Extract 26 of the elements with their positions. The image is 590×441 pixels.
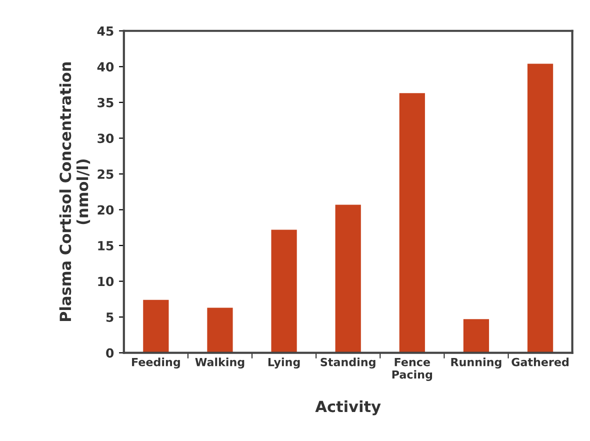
y-tick-label: 10 bbox=[98, 276, 114, 286]
y-tick-label: 30 bbox=[98, 134, 114, 144]
y-tick-label: 45 bbox=[97, 26, 114, 36]
bar bbox=[399, 93, 425, 353]
x-tick-label: Walking bbox=[195, 358, 244, 368]
bar bbox=[143, 300, 169, 353]
x-tick-label: Gathered bbox=[512, 358, 569, 366]
y-tick-label: 40 bbox=[97, 62, 114, 72]
bar bbox=[463, 319, 490, 353]
x-tick-label: Feeding bbox=[132, 358, 180, 368]
bar bbox=[527, 64, 554, 353]
y-tick-label: 0 bbox=[106, 348, 114, 358]
x-tick-label: Lying bbox=[268, 358, 300, 368]
bar bbox=[335, 204, 361, 353]
y-tick-label: 20 bbox=[98, 205, 114, 215]
x-tick-label: Standing bbox=[320, 358, 376, 368]
y-tick-label: 5 bbox=[106, 312, 114, 322]
y-tick-label: 35 bbox=[98, 98, 114, 108]
bar bbox=[207, 308, 233, 353]
x-axis-title: Activity bbox=[315, 400, 381, 416]
y-tick-label: 15 bbox=[98, 241, 114, 250]
y-axis-title: Plasma Cortisol Concentration (nmol/l) bbox=[59, 62, 90, 322]
x-tick-label: Running bbox=[451, 358, 502, 368]
x-tick-label: Fence Pacing bbox=[392, 358, 432, 381]
y-tick-label: 25 bbox=[98, 169, 114, 179]
bar bbox=[271, 230, 297, 353]
